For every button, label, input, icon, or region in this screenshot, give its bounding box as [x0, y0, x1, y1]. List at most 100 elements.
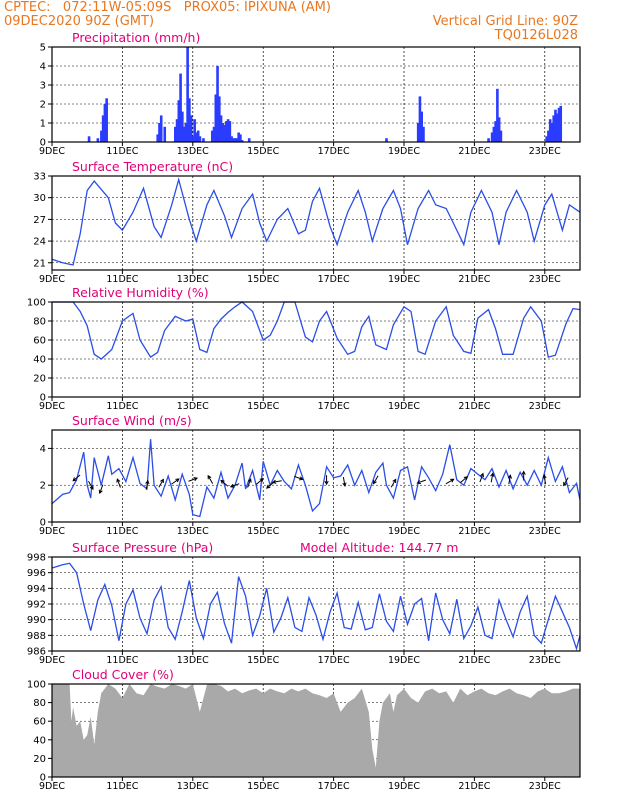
- y-tick-label: 988: [27, 631, 46, 642]
- precipitation-bar: [223, 124, 226, 142]
- grid-line-note: Vertical Grid Line: 90Z: [432, 14, 578, 29]
- wind-arrow-shaft: [390, 479, 397, 488]
- x-tick-label: 21DEC: [458, 401, 490, 412]
- y-tick-label: 60: [33, 336, 46, 347]
- precipitation-bar: [240, 140, 244, 142]
- wind-arrow-head: [145, 479, 150, 485]
- panel-title: Relative Humidity (%): [72, 285, 209, 300]
- wind-arrow-shaft: [247, 478, 252, 488]
- x-tick-label: 13DEC: [177, 401, 209, 412]
- x-tick-label: 17DEC: [318, 655, 350, 666]
- series-line: [51, 177, 581, 266]
- wind-arrow-shaft: [417, 479, 426, 484]
- precipitation-bar: [218, 96, 221, 142]
- precipitation-bar: [184, 123, 188, 142]
- panel-frame: [51, 429, 581, 523]
- x-tick-label: 21DEC: [458, 781, 490, 792]
- wind-arrow-shaft: [543, 475, 547, 485]
- precipitation-bar: [195, 132, 198, 142]
- precipitation-bar: [416, 123, 420, 142]
- x-tick-label: 15DEC: [247, 781, 279, 792]
- y-tick-label: 2: [40, 100, 46, 111]
- precipitation-bar: [552, 115, 555, 142]
- precipitation-bar: [105, 98, 108, 142]
- precipitation-bar: [216, 66, 219, 142]
- wind-arrow-shaft: [255, 478, 264, 485]
- wind-arrow: [220, 479, 229, 487]
- wind-arrow: [207, 474, 214, 484]
- panel-title: Cloud Cover (%): [72, 667, 174, 682]
- x-tick-label: 17DEC: [318, 146, 350, 157]
- wind-arrow-shaft: [563, 477, 569, 486]
- series-line: [51, 562, 581, 651]
- wind-arrow-head: [271, 479, 277, 484]
- y-tick-label: 0: [40, 138, 46, 149]
- wind-arrow: [507, 474, 512, 485]
- wind-arrow-head: [247, 478, 252, 483]
- y-tick-label: 5: [40, 43, 46, 54]
- wind-arrow-head: [450, 478, 455, 483]
- x-tick-label: 15DEC: [247, 401, 279, 412]
- x-tick-label: 19DEC: [388, 781, 420, 792]
- wind-arrow-shaft: [145, 480, 149, 490]
- wind-arrow-head: [175, 478, 180, 483]
- wind-arrow: [72, 474, 81, 482]
- wind-arrow-shaft: [230, 483, 240, 488]
- wind-arrow-shaft: [445, 478, 454, 485]
- wind-arrow-head: [392, 478, 397, 483]
- y-tick-label: 0: [40, 773, 46, 784]
- x-tick-label: 11DEC: [106, 274, 138, 285]
- wind-arrow: [171, 478, 180, 485]
- panel-3: [48, 301, 581, 401]
- x-tick-label: 19DEC: [388, 526, 420, 537]
- wind-arrow-shaft: [490, 473, 494, 483]
- wind-arrow-head: [416, 480, 421, 485]
- run-code: TQ0126L028: [494, 28, 578, 43]
- wind-arrow-shaft: [188, 477, 198, 482]
- wind-arrow: [521, 470, 526, 481]
- wind-arrow-head: [229, 483, 235, 488]
- wind-arrow: [342, 477, 347, 487]
- x-tick-label: 11DEC: [106, 146, 138, 157]
- y-tick-label: 990: [27, 615, 46, 626]
- y-tick-label: 4: [40, 444, 46, 455]
- y-tick-label: 100: [27, 298, 46, 309]
- wind-arrow-head: [265, 484, 271, 489]
- precipitation-bar: [228, 121, 232, 142]
- precipitation-bar: [181, 111, 184, 142]
- wind-arrow: [416, 479, 426, 485]
- y-tick-label: 27: [33, 215, 46, 226]
- wind-arrow: [88, 481, 94, 491]
- panel-6: [48, 683, 581, 781]
- wind-arrow-shaft: [171, 478, 180, 485]
- wind-arrow: [255, 477, 264, 485]
- wind-arrow: [445, 478, 455, 485]
- precipitation-bar: [550, 123, 554, 142]
- date-header: 09DEC2020 90Z (GMT): [4, 14, 155, 29]
- precipitation-bar: [179, 73, 182, 142]
- wind-arrow-head: [563, 481, 567, 487]
- y-tick-label: 40: [33, 735, 46, 746]
- wind-arrow-head: [193, 477, 199, 482]
- precipitation-bar: [492, 126, 496, 142]
- panel-1: [48, 46, 581, 146]
- x-tick-label: 23DEC: [529, 146, 561, 157]
- wind-arrow-shaft: [72, 474, 81, 482]
- wind-arrow: [460, 476, 469, 483]
- cloud-cover-area: [52, 684, 580, 777]
- precipitation-bar: [159, 115, 163, 142]
- wind-arrow-shaft: [158, 479, 164, 488]
- precipitation-bar: [101, 115, 105, 142]
- wind-arrow-head: [463, 476, 469, 481]
- y-tick-label: 992: [27, 600, 46, 611]
- precipitation-bar: [212, 126, 216, 142]
- x-tick-label: 17DEC: [318, 401, 350, 412]
- y-tick-label: 24: [33, 237, 46, 248]
- x-tick-label: 17DEC: [318, 781, 350, 792]
- wind-arrow-shaft: [272, 480, 282, 483]
- precipitation-bar: [226, 119, 230, 142]
- precipitation-bar: [496, 88, 499, 142]
- precipitation-bar: [548, 119, 552, 142]
- wind-arrow-head: [324, 480, 329, 486]
- x-tick-label: 23DEC: [529, 655, 561, 666]
